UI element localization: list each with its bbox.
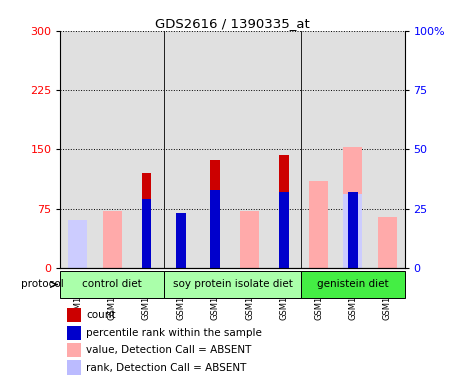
Text: percentile rank within the sample: percentile rank within the sample xyxy=(86,328,262,338)
Bar xyxy=(176,214,186,268)
Text: count: count xyxy=(86,310,116,320)
FancyBboxPatch shape xyxy=(164,271,301,298)
Bar xyxy=(279,192,289,268)
Bar xyxy=(344,194,362,268)
Bar xyxy=(309,181,328,268)
Bar xyxy=(68,220,87,268)
Bar xyxy=(240,211,259,268)
Bar xyxy=(348,192,358,268)
Bar xyxy=(336,31,370,268)
Bar xyxy=(232,31,267,268)
Bar xyxy=(95,31,129,268)
Bar xyxy=(68,222,87,268)
Bar xyxy=(67,326,81,340)
Bar xyxy=(67,308,81,323)
Bar xyxy=(67,361,81,375)
Title: GDS2616 / 1390335_at: GDS2616 / 1390335_at xyxy=(155,17,310,30)
Bar xyxy=(301,31,336,268)
Bar xyxy=(211,160,220,268)
Bar xyxy=(279,155,289,268)
Bar xyxy=(370,31,405,268)
Bar xyxy=(267,31,301,268)
Bar xyxy=(164,31,198,268)
Bar xyxy=(344,147,362,268)
Bar xyxy=(142,199,151,268)
Bar xyxy=(378,217,397,268)
Text: soy protein isolate diet: soy protein isolate diet xyxy=(173,280,292,290)
Bar xyxy=(129,31,164,268)
Text: value, Detection Call = ABSENT: value, Detection Call = ABSENT xyxy=(86,345,252,355)
Text: control diet: control diet xyxy=(82,280,142,290)
Bar xyxy=(60,31,95,268)
Bar xyxy=(198,31,232,268)
FancyBboxPatch shape xyxy=(301,271,405,298)
Bar xyxy=(142,173,151,268)
Bar xyxy=(103,211,121,268)
Bar xyxy=(67,343,81,357)
Bar xyxy=(211,190,220,268)
Bar xyxy=(176,214,186,268)
Text: genistein diet: genistein diet xyxy=(317,280,389,290)
FancyBboxPatch shape xyxy=(60,271,164,298)
Text: rank, Detection Call = ABSENT: rank, Detection Call = ABSENT xyxy=(86,362,246,372)
Text: protocol: protocol xyxy=(21,280,64,290)
